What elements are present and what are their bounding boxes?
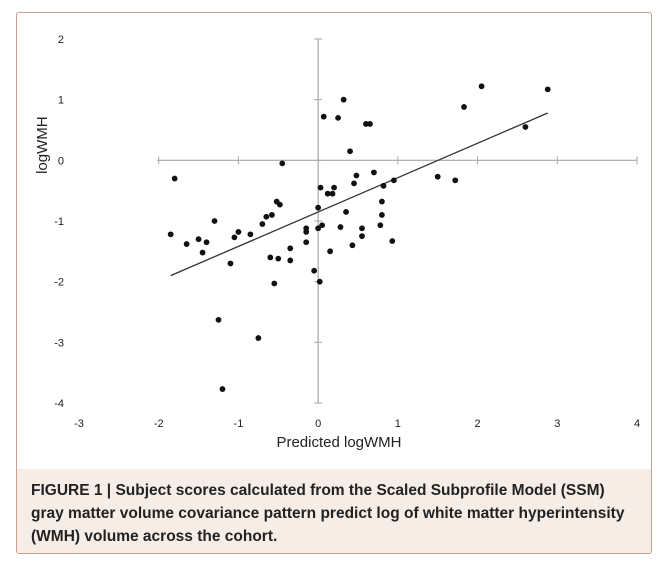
data-point [275,255,282,262]
data-point [279,160,286,167]
figure-panel: -3 -2 -1 0 1 2 3 4 2 1 0 -1 -2 -3 -4 Predicted logWMH lo… [16,12,652,554]
data-point [247,231,254,238]
x-tick-label: 1 [395,418,401,430]
data-point [316,278,323,285]
data-point [331,184,337,191]
x-tick-label: 3 [554,418,560,430]
data-point [231,234,238,241]
data-point [319,222,326,229]
data-point [337,224,344,230]
data-point [219,386,226,392]
data-point [379,212,385,218]
data-point [287,257,294,264]
data-point [211,218,218,224]
data-point [389,238,396,244]
data-point [271,280,278,287]
data-point [351,180,357,187]
data-point [359,233,365,240]
data-point [203,239,210,246]
data-point [377,222,384,229]
y-axis-title: logWMH [34,116,51,174]
data-point [320,113,327,120]
trend-line [170,112,548,277]
data-point [522,124,529,130]
y-tick-label: -3 [54,337,64,349]
data-point [259,221,266,227]
data-point [315,225,322,232]
x-tick-label: 2 [475,418,481,430]
data-point [317,184,324,191]
data-point [324,190,331,197]
data-point [171,175,178,182]
data-point [195,236,202,243]
data-point [287,245,294,252]
data-point [183,241,190,247]
data-point [434,173,441,180]
y-tick-label: -2 [54,277,64,289]
caption-text: Subject scores calculated from the Scale… [31,482,625,545]
data-point [379,198,385,205]
data-point [340,96,347,103]
data-point [276,201,283,208]
y-tick-label: -4 [54,398,64,410]
data-point [227,260,234,267]
x-tick-label: -2 [154,418,164,430]
data-point [335,114,341,121]
data-point [303,229,310,235]
data-point [353,172,360,179]
x-tick-label: -3 [74,418,84,430]
y-tick-label: 0 [58,155,64,167]
scatter-plot: -3 -2 -1 0 1 2 3 4 2 1 0 -1 -2 -3 -4 Predicted logWMH lo… [34,34,640,451]
x-tick-label: 0 [315,418,321,430]
data-point [255,335,262,341]
data-point [311,267,318,274]
data-point [269,212,275,218]
data-point [371,169,377,176]
data-point [303,239,310,246]
data-point [215,316,222,323]
data-point [349,242,356,249]
x-tick-label: -1 [234,418,244,430]
x-tick-label: 4 [634,418,640,430]
data-point [390,177,397,184]
data-point [367,121,373,127]
data-point [347,148,353,155]
data-point [235,229,242,235]
data-point [452,177,459,184]
data-point [327,248,333,255]
y-tick-label: -1 [54,216,64,228]
y-tick-label: 1 [58,95,64,107]
data-point [199,249,206,256]
caption-label: FIGURE 1 | [31,482,116,499]
data-point [263,213,270,220]
data-point [461,104,467,110]
data-point [343,209,349,215]
x-axis-title: Predicted logWMH [276,434,401,451]
y-tick-label: 2 [58,34,64,46]
data-point [380,182,387,189]
data-point [267,254,274,261]
data-point [363,121,369,127]
data-point [478,83,485,90]
data-point [315,204,322,211]
figure-caption: FIGURE 1 | Subject scores calculated fro… [17,469,651,553]
data-point [359,225,365,232]
data-point [167,231,174,238]
data-point [544,86,551,93]
data-point [329,190,336,197]
